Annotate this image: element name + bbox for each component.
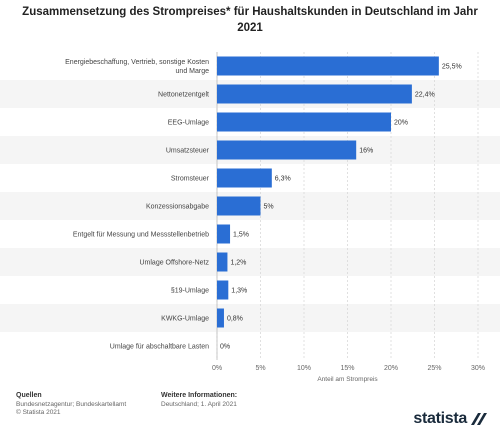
statista-logo-icon [471, 413, 487, 425]
chart-title: Zusammensetzung des Strompreises* für Ha… [0, 4, 500, 36]
data-label: 20% [394, 120, 408, 127]
footer-sources: Quellen Bundesnetzagentur; Bundeskartell… [16, 392, 126, 418]
category-label: Entgelt für Messung und Messstellenbetri… [73, 232, 209, 239]
bar [217, 196, 261, 216]
category-label: Umlage für abschaltbare Lasten [110, 344, 209, 351]
source-line-1: Bundesnetzagentur; Bundeskartellamt [16, 400, 127, 408]
data-label: 22,4% [415, 92, 435, 99]
bar [217, 84, 412, 104]
bar [217, 168, 272, 188]
category-label: Umlage Offshore-Netz [139, 260, 209, 267]
data-label: 1,2% [230, 260, 246, 267]
data-label: 6,3% [275, 176, 291, 183]
bar [217, 56, 439, 76]
x-axis-title: Anteil am Strompreis [317, 376, 378, 383]
bar [217, 112, 391, 132]
chart-title-line-2: 2021 [237, 22, 263, 34]
category-label: Konzessionsabgabe [146, 204, 209, 211]
data-label: 1,5% [233, 232, 249, 239]
category-label: Nettonetzentgelt [158, 92, 209, 99]
category-label: KWKG-Umlage [161, 316, 209, 323]
category-label: Energiebeschaffung, Vertrieb, sonstige K… [65, 59, 209, 66]
x-tick-label: 15% [340, 365, 354, 372]
category-label: EEG-Umlage [168, 120, 209, 127]
bar [217, 252, 228, 272]
footer-info: Weitere Informationen: Deutschland; 1. A… [161, 392, 237, 409]
category-label: Stromsteuer [171, 176, 210, 183]
data-label: 5% [264, 204, 274, 211]
source-line-2[interactable]: © Statista 2021 [16, 409, 61, 416]
data-label: 0,8% [227, 316, 243, 323]
row-stripe [0, 248, 500, 276]
category-label: Umsatzsteuer [166, 148, 210, 155]
bar [217, 224, 231, 244]
x-tick-label: 20% [384, 365, 398, 372]
data-label: 16% [359, 148, 373, 155]
row-stripe [0, 304, 500, 332]
category-label: und Marge [176, 68, 210, 75]
info-line-1: Deutschland; 1. April 2021 [161, 400, 237, 408]
data-label: 0% [220, 344, 230, 351]
data-label: 25,5% [442, 64, 462, 71]
sources-heading: Quellen [16, 392, 42, 399]
bar [217, 308, 224, 328]
chart-title-line-1: Zusammensetzung des Strompreises* für Ha… [22, 6, 478, 18]
x-tick-label: 5% [255, 365, 265, 372]
x-tick-label: 30% [471, 365, 485, 372]
x-tick-label: 25% [427, 365, 441, 372]
bar-chart: Energiebeschaffung, Vertrieb, sonstige K… [0, 52, 500, 383]
data-label: 1,3% [231, 288, 247, 295]
x-tick-label: 10% [297, 365, 311, 372]
statista-logo-text: statista [413, 410, 467, 427]
statista-logo[interactable]: statista [413, 409, 488, 429]
info-heading[interactable]: Weitere Informationen: [161, 392, 238, 399]
bar [217, 280, 229, 300]
x-tick-label: 0% [212, 365, 222, 372]
category-label: §19-Umlage [171, 288, 209, 295]
bar [217, 140, 357, 160]
